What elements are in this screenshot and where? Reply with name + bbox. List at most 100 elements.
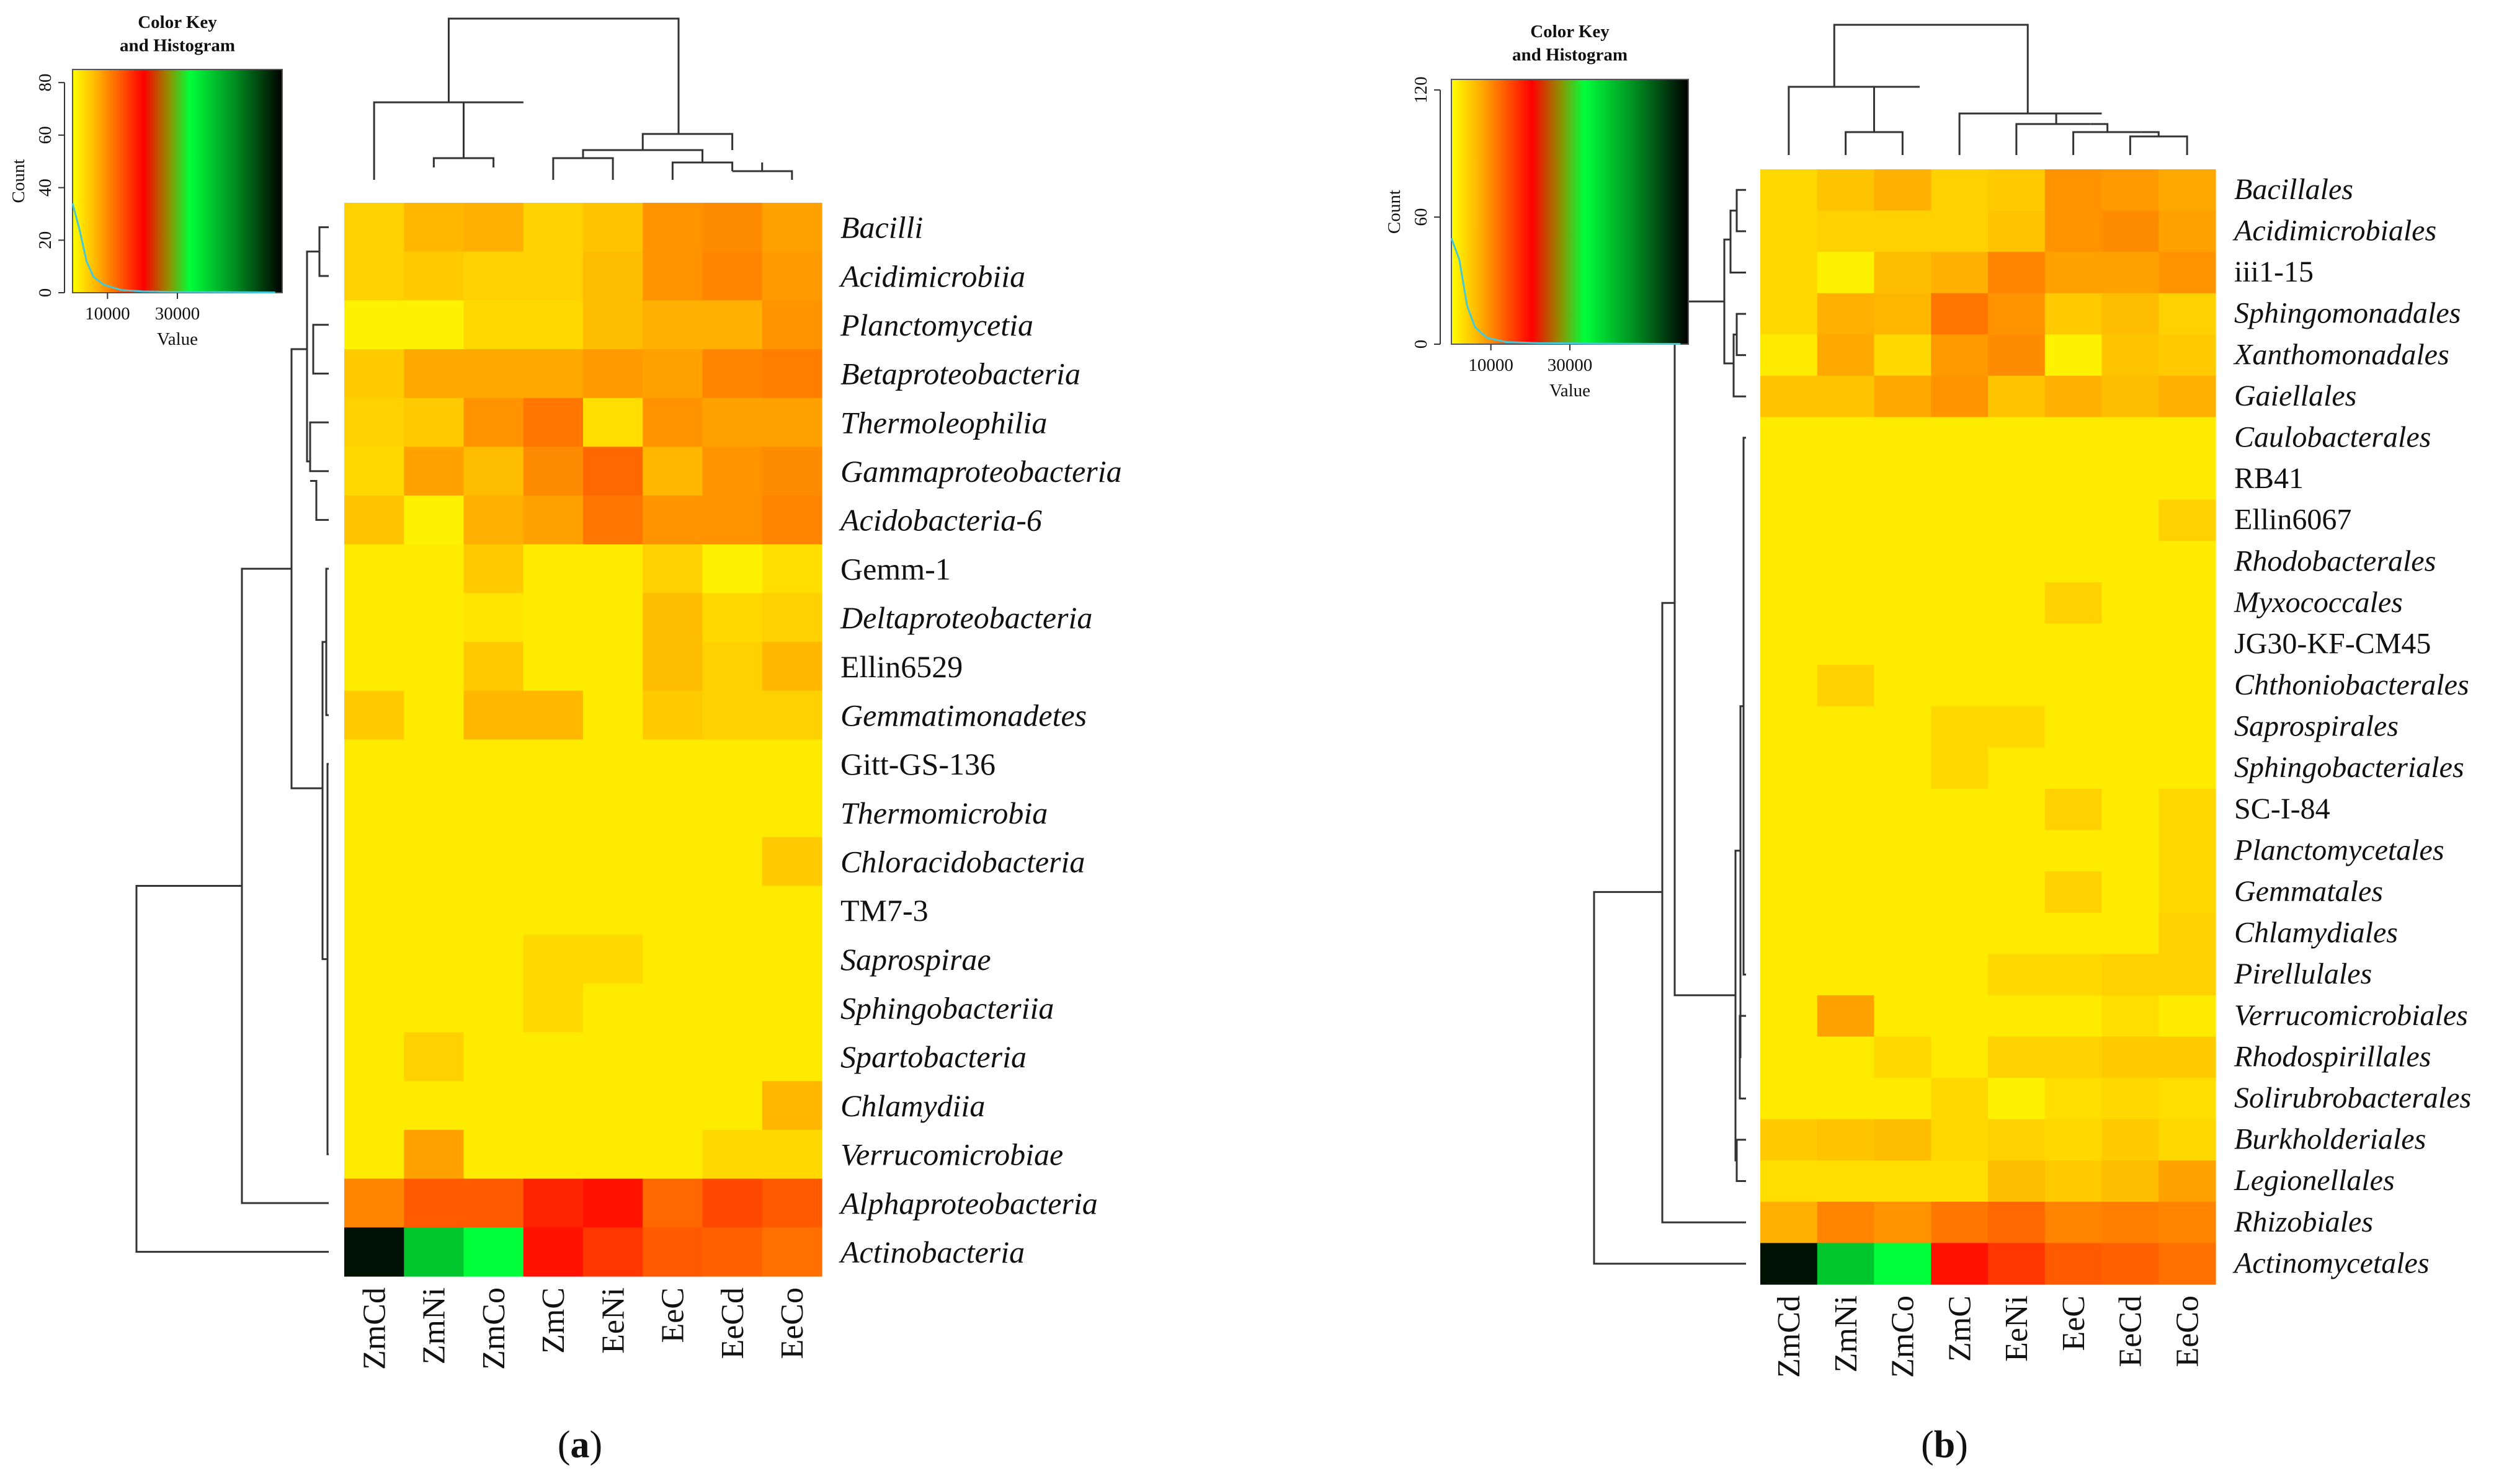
heatmap-cell: [523, 1178, 584, 1228]
heatmap-cell: [2158, 169, 2216, 211]
heatmap-cell: [762, 837, 822, 887]
heatmap-cell: [2158, 830, 2216, 872]
heatmap-cell: [762, 447, 822, 496]
heatmap-cell: [2101, 169, 2159, 211]
heatmap-cell: [2101, 1160, 2159, 1202]
heatmap-cell: [1988, 623, 2046, 665]
heatmap-cell: [2101, 293, 2159, 335]
column-dendrogram-branch: [2090, 123, 2109, 132]
heatmap-cell: [1931, 499, 1989, 541]
row-label: Rhodobacterales: [2234, 544, 2436, 577]
heatmap-cell: [463, 1178, 524, 1228]
heatmap-cell: [1874, 871, 1931, 913]
column-label: EeNi: [1999, 1295, 2034, 1362]
heatmap-cell: [2158, 293, 2216, 335]
row-dendrogram-branch: [1732, 333, 1746, 398]
color-key-y-label: Count: [9, 159, 29, 203]
heatmap-cell: [643, 251, 703, 301]
heatmap-cell: [404, 1178, 465, 1228]
heatmap-cell: [1988, 1160, 2046, 1202]
heatmap-cell: [1874, 375, 1931, 418]
panel-caption-b: (b): [1921, 1424, 1968, 1466]
heatmap-cell: [404, 251, 465, 301]
heatmap-cell: [1760, 458, 1818, 500]
heatmap-cell: [2158, 1160, 2216, 1202]
color-key-histogram: [71, 203, 275, 294]
heatmap-cell: [2101, 499, 2159, 541]
heatmap-cell: [1760, 912, 1818, 954]
row-dendrogram-branch: [1742, 437, 1746, 976]
heatmap-cell: [2101, 954, 2159, 996]
color-key-title: Color Key: [138, 12, 217, 32]
heatmap-cell: [583, 837, 643, 887]
heatmap-cell: [344, 886, 404, 935]
heatmap-cell: [1988, 1201, 2046, 1244]
heatmap-cell: [1817, 252, 1875, 294]
heatmap-cell: [2158, 706, 2216, 748]
heatmap-cell: [1988, 499, 2046, 541]
row-dendrogram-branch: [1734, 850, 1740, 1162]
heatmap-cell: [1817, 417, 1875, 459]
heatmap-cell: [2158, 499, 2216, 541]
heatmap-cell: [702, 349, 763, 399]
heatmap-cell: [1874, 1119, 1931, 1161]
heatmap-cell: [1817, 375, 1875, 418]
heatmap-cell: [2101, 252, 2159, 294]
row-dendrogram-branch: [312, 324, 329, 375]
heatmap-cell: [344, 544, 404, 594]
heatmap-cell: [1817, 582, 1875, 624]
heatmap-cell: [1874, 912, 1931, 954]
heatmap-cell: [2101, 623, 2159, 665]
heatmap-cell: [702, 544, 763, 594]
heatmap-cell: [1931, 830, 1989, 872]
heatmap-cell: [1988, 541, 2046, 583]
heatmap-cell: [344, 788, 404, 838]
heatmap-cell: [762, 935, 822, 984]
heatmap-cell: [1931, 665, 1989, 707]
heatmap-cell: [702, 642, 763, 691]
heatmap-cell: [583, 935, 643, 984]
heatmap-cell: [1760, 334, 1818, 376]
heatmap-cell: [583, 398, 643, 448]
heatmap-cell: [762, 983, 822, 1033]
panel-caption-b-letter: b: [1933, 1424, 1956, 1466]
heatmap-cell: [762, 349, 822, 399]
heatmap-cell: [762, 593, 822, 642]
color-key-gradient: [1451, 79, 1688, 344]
heatmap-cell: [523, 788, 584, 838]
heatmap-cell: [583, 593, 643, 642]
heatmap-cell: [583, 1178, 643, 1228]
heatmap-cell: [2158, 912, 2216, 954]
row-label: Pirellulales: [2234, 957, 2372, 990]
row-label: Planctomycetia: [840, 308, 1033, 342]
heatmap-cell: [2044, 1119, 2103, 1161]
column-dendrogram-branch: [1788, 86, 1920, 155]
row-dendrogram-branch: [1735, 1139, 1746, 1183]
heatmap-cell: [1931, 1243, 1989, 1285]
row-label: Chlamydiales: [2234, 917, 2398, 949]
column-label: ZmC: [1942, 1295, 1977, 1362]
heatmap-cell: [523, 300, 584, 350]
heatmap-cell: [1931, 1078, 1989, 1120]
heatmap-cell: [463, 1227, 524, 1277]
color-key-x-label: Value: [157, 329, 198, 349]
heatmap-cell: [344, 690, 404, 740]
heatmap-cell: [463, 935, 524, 984]
row-label: Legionellales: [2234, 1164, 2395, 1197]
heatmap-cell: [2044, 954, 2103, 996]
heatmap-cell: [523, 1081, 584, 1131]
heatmap-cell: [2044, 912, 2103, 954]
column-label: EeCd: [715, 1287, 751, 1359]
heatmap-cell: [1931, 375, 1989, 418]
row-label: Rhodospirillales: [2234, 1040, 2431, 1073]
heatmap-cell: [702, 447, 763, 496]
heatmap-cell: [2101, 830, 2159, 872]
column-dendrogram-branch: [1833, 24, 2029, 113]
heatmap-cell: [1760, 1036, 1818, 1078]
heatmap-cell: [523, 739, 584, 789]
heatmap-cell: [2044, 706, 2103, 748]
column-dendrogram-branch: [671, 161, 734, 180]
color-key-subtitle: and Histogram: [1512, 45, 1628, 65]
column-label: ZmCd: [357, 1287, 392, 1370]
row-label: Chthoniobacterales: [2234, 669, 2469, 701]
